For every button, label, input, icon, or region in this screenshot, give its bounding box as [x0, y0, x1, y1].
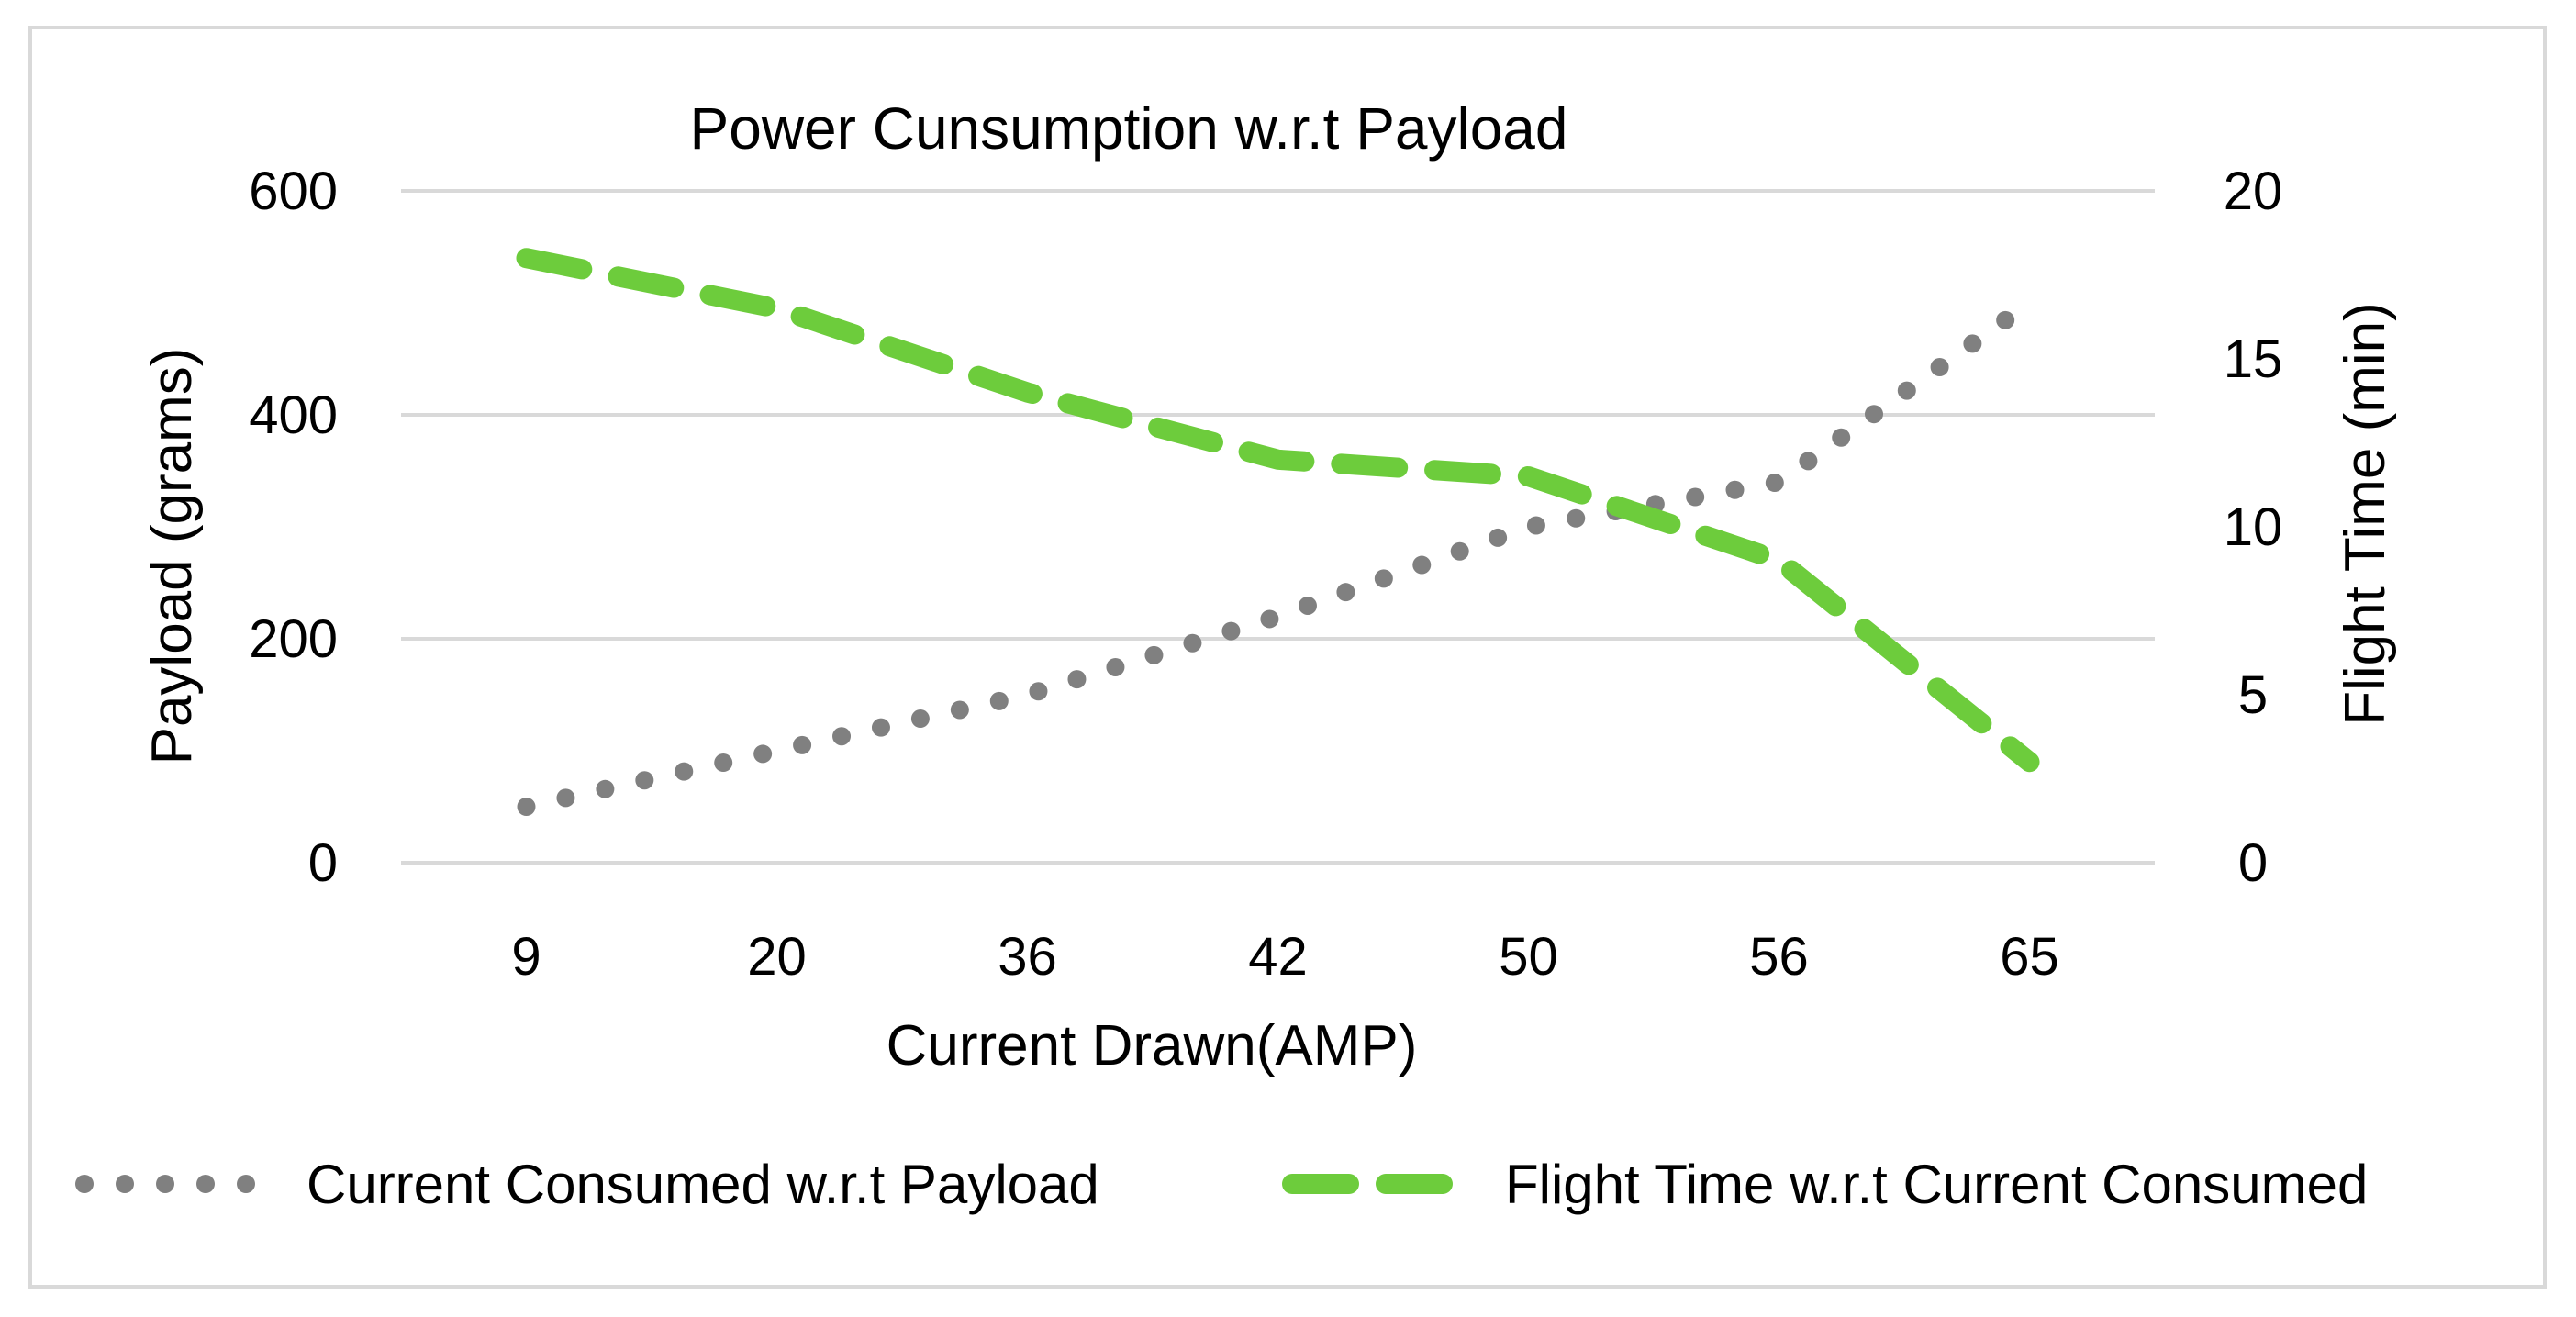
y2-tick-label: 20: [2224, 162, 2283, 221]
y2-tick-label: 15: [2224, 329, 2283, 389]
data-point: [2029, 761, 2031, 763]
data-point: [1027, 392, 1029, 394]
x-axis-title: Current Drawn(AMP): [887, 1014, 1418, 1077]
x-tick-label: 36: [998, 927, 1057, 987]
data-point: [1779, 481, 1780, 483]
y-tick-label: 0: [308, 833, 338, 893]
data-point: [1027, 694, 1029, 696]
legend-label-payload: Current Consumed w.r.t Payload: [307, 1154, 1099, 1215]
series-line-payload: [517, 294, 2039, 816]
y-tick-label: 200: [249, 609, 338, 669]
left-axis-ticks: 0 200 400 600: [249, 162, 338, 893]
chart-border: [28, 26, 2547, 1289]
data-point: [776, 307, 778, 309]
data-point: [2029, 302, 2031, 304]
y2-tick-label: 0: [2238, 833, 2268, 893]
data-point: [1277, 616, 1279, 618]
y2-tick-label: 10: [2224, 497, 2283, 557]
y-axis-title: Payload (grams): [140, 348, 204, 765]
x-axis-ticks: 9 20 36 42 50 56 65: [511, 927, 2058, 987]
series-layer: [516, 248, 2040, 816]
data-point: [776, 750, 778, 752]
y2-tick-label: 5: [2238, 665, 2268, 725]
legend: Current Consumed w.r.t Payload Flight Tim…: [75, 1154, 2368, 1215]
x-tick-label: 50: [1499, 927, 1558, 987]
data-point: [1277, 459, 1279, 461]
data-point: [1528, 475, 1530, 477]
x-tick-label: 9: [511, 927, 541, 987]
chart-title: Power Cunsumption w.r.t Payload: [690, 95, 1568, 162]
y-tick-label: 400: [249, 385, 338, 445]
x-tick-label: 42: [1248, 927, 1308, 987]
x-tick-label: 65: [2000, 927, 2059, 987]
x-tick-label: 20: [747, 927, 807, 987]
y2-axis-title: Flight Time (min): [2334, 302, 2397, 726]
data-point: [1528, 526, 1530, 528]
right-axis-ticks: 0 5 10 15 20: [2224, 162, 2283, 893]
y-tick-label: 600: [249, 162, 338, 221]
legend-label-flight-time: Flight Time w.r.t Current Consumed: [1505, 1154, 2368, 1215]
data-point: [526, 257, 528, 259]
data-point: [1779, 560, 1780, 562]
series-line-flight-time: [516, 248, 2040, 773]
data-point: [526, 806, 528, 808]
x-tick-label: 56: [1749, 927, 1809, 987]
